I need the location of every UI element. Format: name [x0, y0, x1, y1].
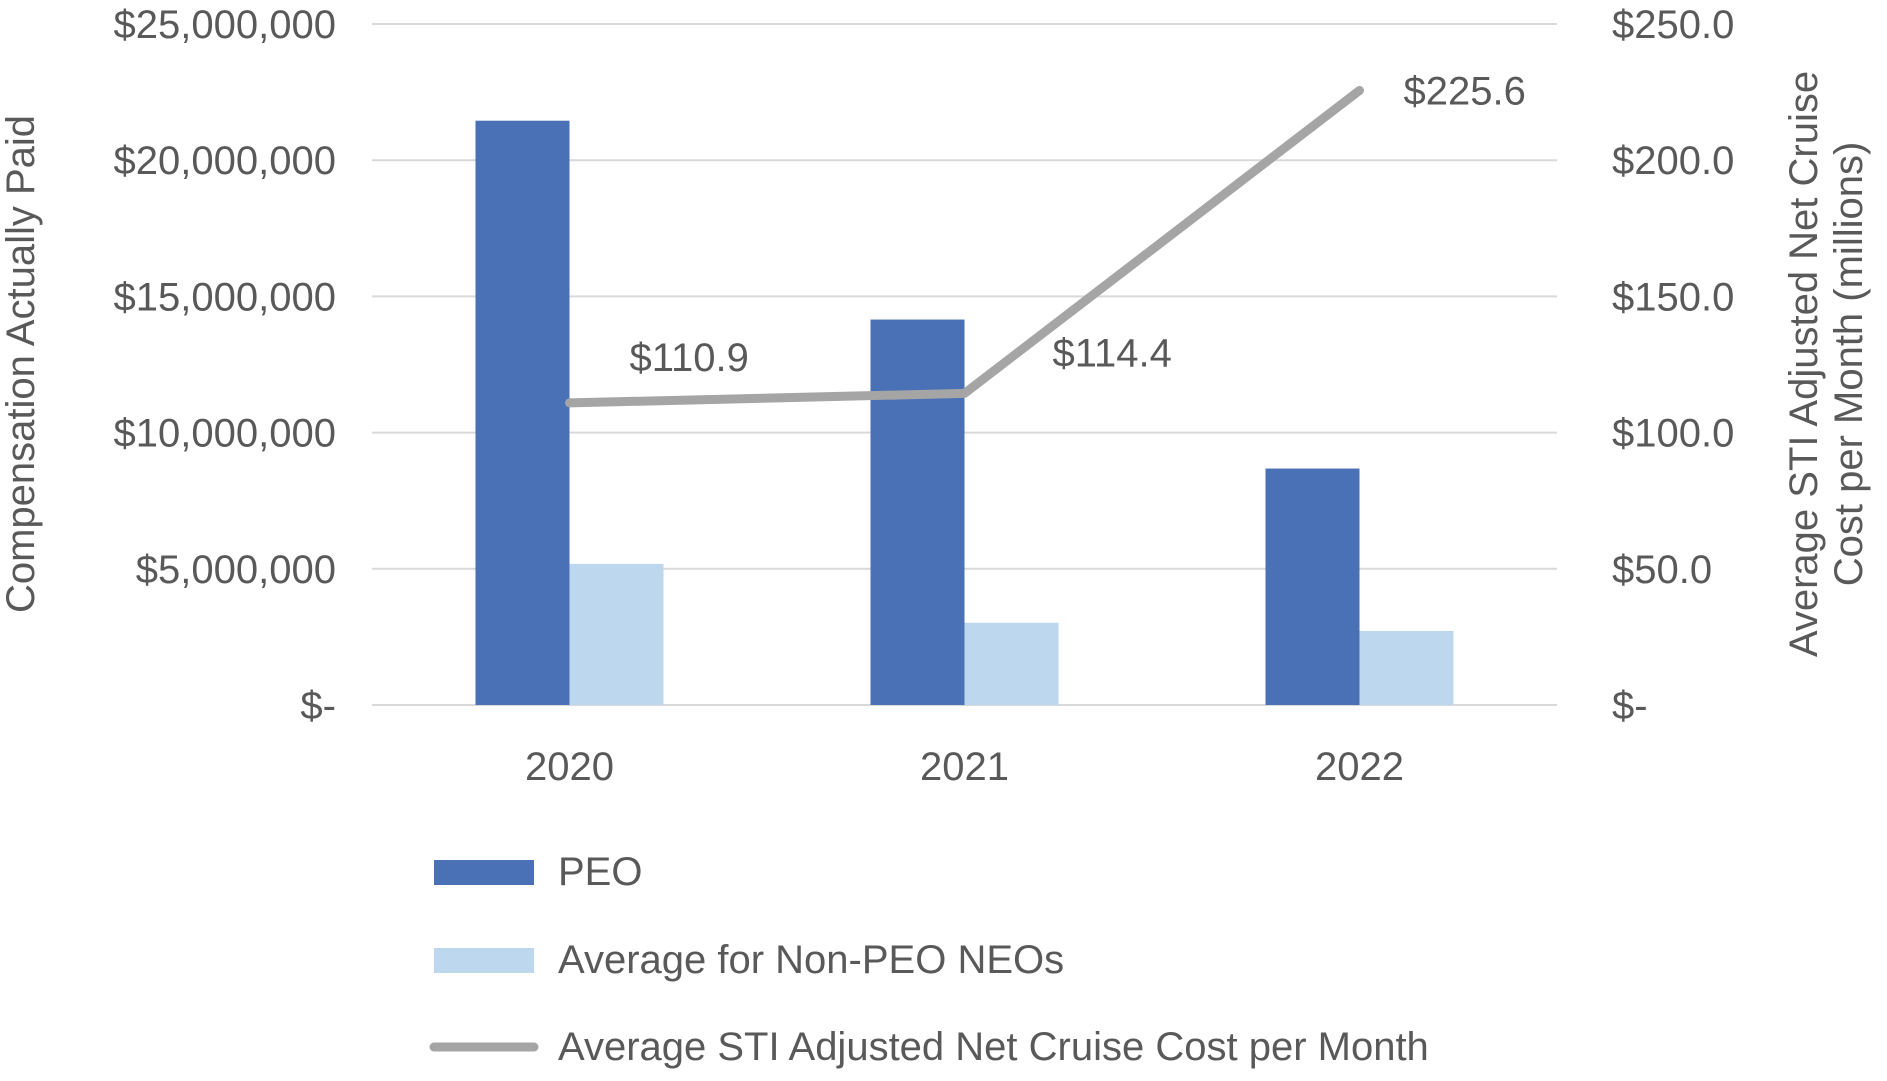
- y-left-tick-label: $15,000,000: [114, 275, 336, 319]
- axes: $- $5,000,000 $10,000,000 $15,000,000 $20,00…: [114, 3, 1735, 789]
- y-right-tick-label: $100.0: [1612, 412, 1734, 456]
- line-data-label: $114.4: [1053, 331, 1172, 375]
- y-left-tick-label: $-: [300, 684, 336, 728]
- bar-peo-2022: [1265, 468, 1360, 705]
- x-tick-label: 2020: [525, 745, 614, 789]
- x-tick-label: 2022: [1315, 745, 1404, 789]
- bar-non-peo-2021: [964, 622, 1059, 705]
- line-point: [568, 401, 571, 404]
- line-point: [1358, 89, 1361, 92]
- y-right-tick-label: $200.0: [1612, 139, 1734, 183]
- legend-swatch-non-peo: [434, 948, 534, 973]
- line-data-label: $110.9: [630, 336, 749, 380]
- legend-swatch-peo: [434, 860, 534, 885]
- bar-non-peo-2022: [1359, 630, 1454, 705]
- y-axis-right-title-line2: Cost per Month (millions): [1827, 142, 1871, 587]
- x-tick-label: 2021: [920, 745, 1009, 789]
- legend-label-non-peo: Average for Non-PEO NEOs: [558, 938, 1064, 982]
- line-series: [565, 85, 1364, 408]
- data-labels: $110.9 $114.4 $225.6: [630, 69, 1526, 379]
- bar-peo-2020: [475, 120, 570, 705]
- y-right-tick-label: $50.0: [1612, 548, 1712, 592]
- bars: [475, 120, 1454, 705]
- y-axis-left-title: Compensation Actually Paid: [0, 115, 43, 613]
- y-left-tick-label: $25,000,000: [114, 3, 336, 47]
- line-point: [963, 392, 966, 395]
- y-axis-right-title-line1: Average STI Adjusted Net Cruise: [1782, 71, 1826, 657]
- y-left-tick-label: $10,000,000: [114, 412, 336, 456]
- y-left-tick-label: $20,000,000: [114, 139, 336, 183]
- y-right-tick-label: $250.0: [1612, 3, 1734, 47]
- y-left-tick-label: $5,000,000: [136, 548, 336, 592]
- bar-peo-2021: [870, 319, 965, 705]
- line-data-label: $225.6: [1404, 69, 1526, 113]
- y-right-tick-label: $-: [1612, 684, 1648, 728]
- y-right-tick-label: $150.0: [1612, 275, 1734, 319]
- bar-non-peo-2020: [569, 563, 664, 705]
- legend: PEO Average for Non-PEO NEOs Average STI…: [429, 850, 1429, 1069]
- legend-label-peo: PEO: [558, 850, 642, 894]
- legend-label-line: Average STI Adjusted Net Cruise Cost per…: [558, 1025, 1429, 1069]
